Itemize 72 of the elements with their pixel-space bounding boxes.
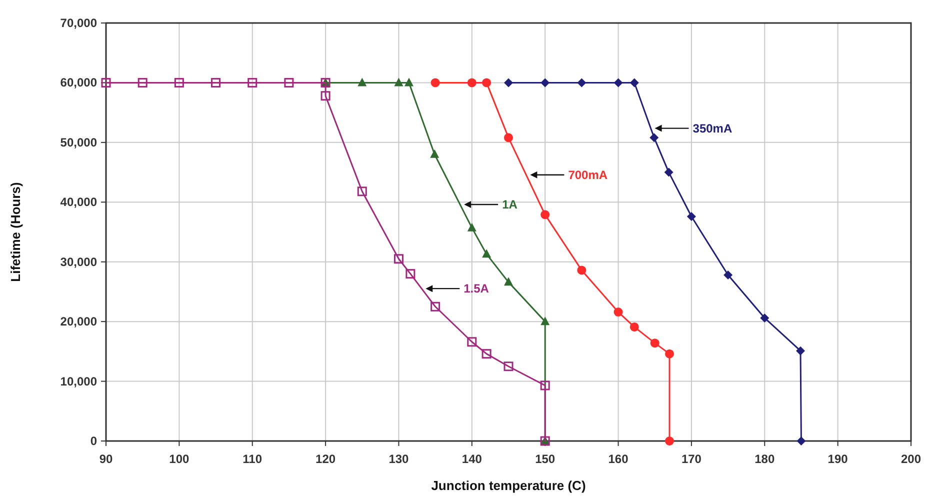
point [174,78,184,88]
point [357,186,367,196]
point [540,380,550,390]
point [430,149,440,158]
point [760,313,770,322]
y-axis-title: Lifetime (Hours) [8,182,23,282]
y-tick-label: 20,000 [60,314,98,329]
point [577,78,586,88]
point [248,78,258,88]
point [320,91,330,101]
x-tick-label: 150 [535,452,556,466]
y-tick-label: 0 [90,434,98,448]
x-tick-label: 170 [681,452,702,466]
point [665,349,674,358]
x-tick-label: 200 [900,452,922,466]
point [284,78,294,88]
point [504,277,513,286]
text: 1.5A [464,282,490,296]
point [394,78,404,86]
x-tick-label: 190 [828,452,848,466]
point [664,168,674,177]
point [358,78,367,86]
x-axis-title: Junction temperature (C) [431,478,586,493]
point [430,302,440,312]
point [540,78,550,88]
point [394,254,404,264]
text: 350mA [692,121,732,136]
point [138,78,148,88]
point [650,133,659,142]
point [614,308,623,317]
text: 1A [502,198,518,212]
y-tick-label: 40,000 [60,195,98,210]
point [650,338,660,348]
point [665,436,674,446]
point [482,349,492,359]
point [686,212,696,221]
x-tick-label: 180 [754,452,775,466]
point [101,78,111,88]
x-tick-label: 100 [169,452,190,466]
x-tick-label: 130 [388,452,410,466]
y-tick-label: 10,000 [60,374,98,388]
point [630,322,639,332]
point [796,346,805,356]
x-tick-label: 90 [99,452,113,466]
x-tick-label: 140 [462,452,482,466]
point [504,78,513,88]
point [577,266,586,275]
point [467,222,476,232]
point [467,337,477,347]
point [406,269,416,279]
y-tick-label: 70,000 [60,16,98,30]
point [211,78,221,88]
x-tick-label: 110 [242,452,262,466]
point [630,78,639,88]
point [540,316,550,326]
y-tick-label: 60,000 [60,76,98,90]
text: 700mA [568,168,608,182]
point [482,249,492,258]
point [404,78,414,86]
y-tick-label: 30,000 [60,254,98,269]
point [482,78,492,88]
point [724,270,733,280]
x-tick-label: 160 [608,452,629,466]
point [540,210,550,220]
point [430,78,440,88]
x-tick-label: 120 [316,452,336,466]
y-tick-label: 50,000 [60,135,98,150]
point [796,436,806,446]
point [504,362,514,372]
point [614,78,623,88]
point [467,78,476,88]
point [504,133,513,142]
